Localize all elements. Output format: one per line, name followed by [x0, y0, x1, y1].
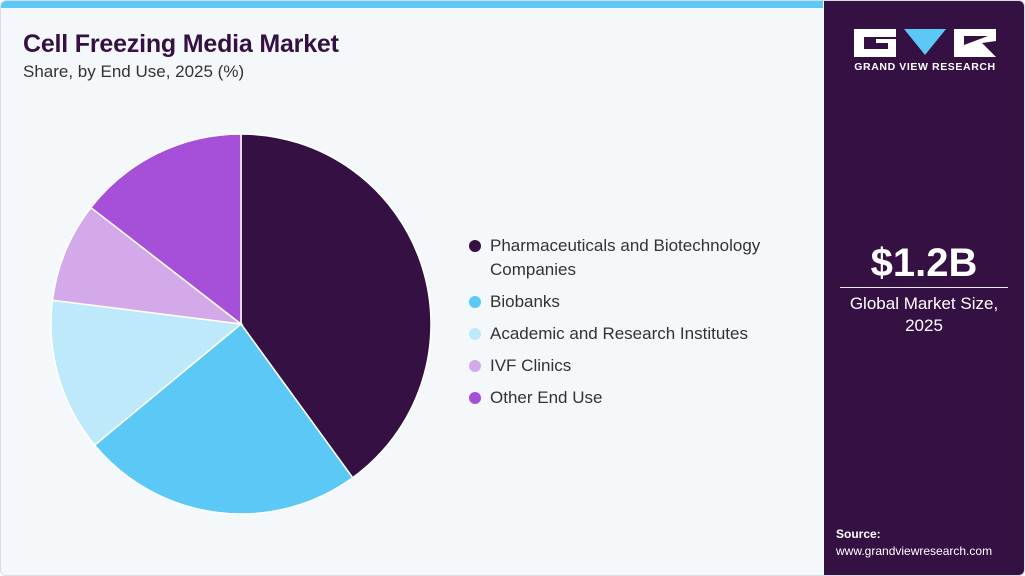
- market-size-label-line-2: 2025: [905, 316, 943, 335]
- legend-item-4: Other End Use: [469, 386, 809, 410]
- pie-slice-3: [51, 206, 244, 326]
- market-size-value: $1.2B: [870, 241, 978, 285]
- pie-slice-2: [50, 299, 243, 447]
- legend-label: Companies: [490, 260, 576, 279]
- legend-label: IVF Clinics: [490, 356, 572, 375]
- pie-slice-4: [89, 133, 242, 326]
- pie-slice-0: [240, 133, 432, 479]
- chart-title: Cell Freezing Media Market: [23, 30, 339, 58]
- legend-item-2: Academic and Research Institutes: [469, 322, 809, 346]
- legend-dot-icon: [469, 240, 481, 252]
- sidebar: GRAND VIEW RESEARCH $1.2B Global Market …: [824, 1, 1024, 575]
- source-url[interactable]: www.grandviewresearch.com: [836, 544, 993, 558]
- legend-item-3: IVF Clinics: [469, 354, 809, 378]
- legend-dot-icon: [469, 296, 481, 308]
- source-label: Source:: [836, 527, 881, 541]
- legend-dot-icon: [469, 392, 481, 404]
- legend-dot-icon: [469, 328, 481, 340]
- chart-legend: Pharmaceuticals and Biotechnology Compani…: [469, 234, 809, 418]
- accent-bar: [1, 1, 823, 8]
- legend-label: Biobanks: [490, 292, 560, 311]
- legend-dot-icon: [469, 360, 481, 372]
- chart-area: Cell Freezing Media Market Share, by End…: [1, 8, 823, 575]
- legend-label: Other End Use: [490, 388, 603, 407]
- legend-label: Pharmaceuticals and Biotechnology: [490, 236, 761, 255]
- logo-mark-icon: [854, 29, 996, 57]
- chart-subtitle: Share, by End Use, 2025 (%): [23, 62, 245, 81]
- pie-chart: [50, 133, 432, 515]
- market-size-label: Global Market Size, 2025: [844, 293, 1004, 337]
- pie-slice-1: [93, 322, 354, 515]
- market-size-label-line-1: Global Market Size,: [849, 294, 999, 313]
- divider: [840, 287, 1008, 288]
- legend-item-0: Pharmaceuticals and Biotechnology Compani…: [469, 234, 809, 282]
- legend-label: Academic and Research Institutes: [490, 324, 748, 343]
- grand-view-research-logo: GRAND VIEW RESEARCH: [854, 29, 996, 75]
- logo-text: GRAND VIEW RESEARCH: [854, 61, 996, 73]
- legend-item-1: Biobanks: [469, 290, 809, 314]
